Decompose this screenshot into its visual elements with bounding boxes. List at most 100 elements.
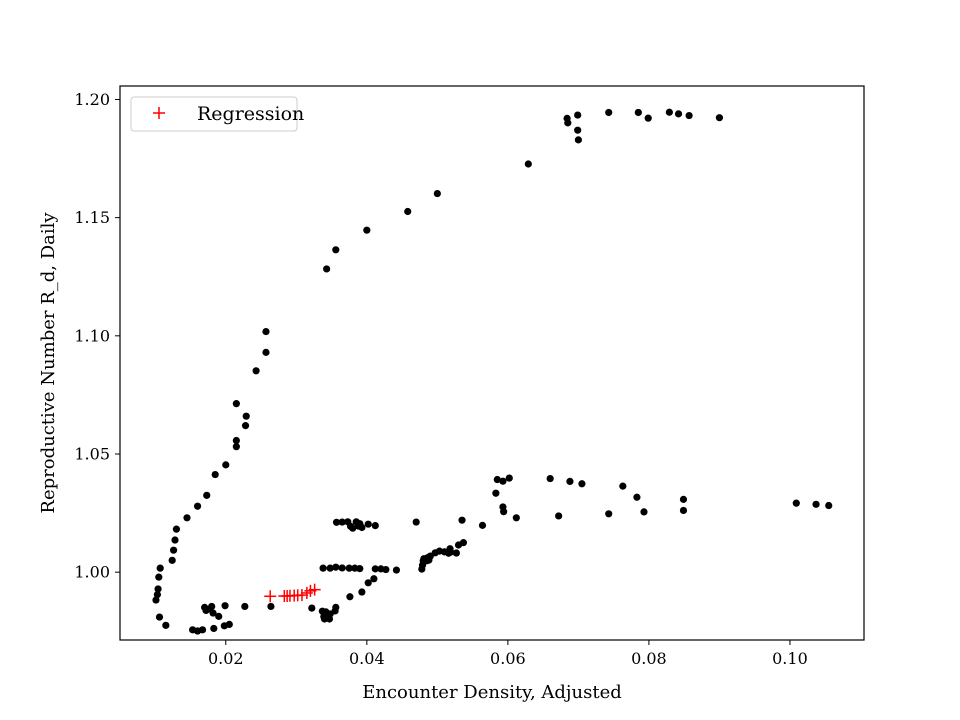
data-point <box>326 564 334 572</box>
data-point <box>193 502 202 510</box>
data-point <box>232 443 240 451</box>
data-point <box>319 564 327 572</box>
data-point <box>792 499 800 507</box>
data-point <box>162 621 170 629</box>
data-point <box>323 265 331 273</box>
data-point <box>679 495 688 503</box>
data-point <box>332 563 340 571</box>
data-point <box>679 506 688 515</box>
axes-frame <box>119 85 865 641</box>
data-point <box>674 110 683 118</box>
y-tick-label: 1.00 <box>74 563 110 582</box>
data-point <box>500 508 508 516</box>
data-point <box>493 475 501 484</box>
data-point <box>242 412 250 420</box>
data-point <box>154 585 162 593</box>
data-point <box>262 348 270 356</box>
regression-point <box>264 590 277 603</box>
data-point <box>812 500 820 508</box>
data-point <box>332 603 340 611</box>
data-point <box>605 510 613 518</box>
data-point <box>412 518 420 526</box>
data-point <box>404 207 412 216</box>
data-point <box>578 480 586 488</box>
data-point <box>363 226 371 234</box>
data-point <box>241 422 250 430</box>
data-point <box>371 522 379 530</box>
data-point <box>215 612 223 620</box>
data-point <box>715 114 724 122</box>
plot-area <box>119 85 865 641</box>
data-point <box>505 474 513 482</box>
data-point <box>499 477 507 485</box>
data-point <box>356 565 364 573</box>
legend-marker-regression <box>153 107 165 119</box>
data-point <box>358 523 366 532</box>
data-point <box>825 501 833 510</box>
regression-point <box>308 583 321 596</box>
data-point <box>210 624 218 633</box>
data-point <box>574 126 582 134</box>
data-point <box>153 591 161 599</box>
data-point <box>232 436 240 445</box>
data-point <box>358 588 366 596</box>
y-axis-label: Reproductive Number R_d, Daily <box>38 212 59 514</box>
x-tick-label: 0.10 <box>772 649 808 668</box>
data-point <box>605 108 613 117</box>
x-axis-label: Encounter Density, Adjusted <box>362 682 622 703</box>
data-point <box>252 367 260 375</box>
data-point <box>524 160 532 168</box>
data-point <box>512 514 520 522</box>
y-tick-label: 1.10 <box>74 326 110 345</box>
data-point <box>574 136 582 144</box>
data-point <box>208 602 216 611</box>
data-point <box>492 489 500 497</box>
y-tick-label: 1.05 <box>74 444 110 463</box>
data-point <box>169 546 178 554</box>
y-tick-label: 1.20 <box>74 90 110 109</box>
y-axis: 1.00 1.05 1.10 1.15 1.20 <box>74 90 120 582</box>
data-point <box>225 620 233 629</box>
data-point <box>267 602 275 611</box>
data-point <box>346 593 354 601</box>
data-point <box>155 573 163 581</box>
data-point <box>209 609 217 617</box>
data-point <box>198 626 207 634</box>
data-point <box>332 518 341 526</box>
data-point <box>478 521 487 529</box>
x-tick-label: 0.04 <box>349 649 385 668</box>
data-point <box>370 575 378 583</box>
data-point <box>564 119 572 127</box>
data-point <box>332 246 340 254</box>
data-point <box>574 111 582 119</box>
data-point <box>308 604 316 612</box>
data-point <box>447 548 455 556</box>
x-tick-label: 0.02 <box>208 649 244 668</box>
data-point <box>619 482 627 490</box>
regression-point <box>295 589 308 602</box>
data-point <box>685 111 693 120</box>
x-axis: 0.02 0.04 0.06 0.08 0.10 <box>208 640 808 668</box>
data-point <box>338 564 346 572</box>
x-tick-label: 0.08 <box>631 649 667 668</box>
data-point <box>566 477 574 486</box>
data-point <box>183 514 191 522</box>
data-point <box>155 613 164 621</box>
x-tick-label: 0.06 <box>490 649 526 668</box>
data-point <box>665 108 673 116</box>
data-point <box>222 461 230 469</box>
data-point <box>345 564 353 572</box>
data-point <box>232 400 240 408</box>
data-point <box>640 508 648 516</box>
data-point <box>633 493 641 501</box>
data-point <box>546 474 554 483</box>
legend-label-regression: Regression <box>197 103 304 125</box>
data-point <box>211 470 219 479</box>
data-point <box>458 516 466 524</box>
legend-frame <box>130 96 298 132</box>
data-point <box>241 602 249 611</box>
data-point <box>168 556 176 564</box>
data-point <box>349 524 357 532</box>
data-point <box>152 596 160 604</box>
